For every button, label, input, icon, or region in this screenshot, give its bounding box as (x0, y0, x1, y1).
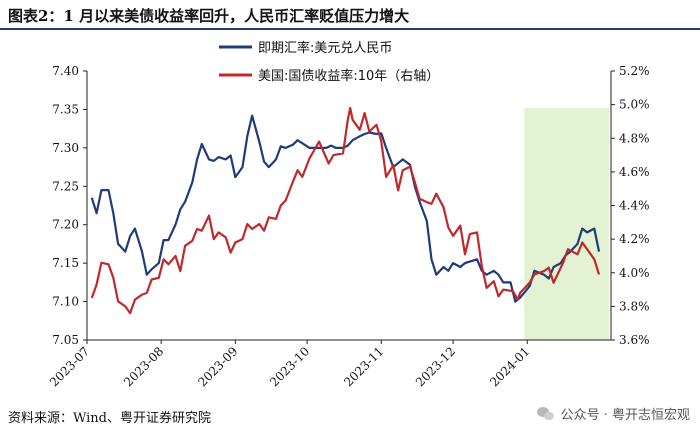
series-ust10y-line (90, 106, 601, 315)
right-tick-label: 4.0% (619, 266, 650, 280)
x-tick-label: 2023-11 (341, 344, 386, 389)
left-tick-label: 7.40 (52, 64, 79, 78)
legend-label: 美国:国债收益率:10年（右轴） (258, 68, 439, 84)
right-tick-label: 5.0% (619, 98, 650, 112)
right-tick-label: 3.6% (619, 333, 650, 347)
left-tick-label: 7.25 (52, 179, 79, 193)
x-tick-label: 2023-12 (413, 344, 458, 389)
left-tick-label: 7.10 (52, 295, 79, 309)
x-tick-label: 2023-10 (267, 344, 312, 389)
watermark: 公众号 · 粤开志恒宏观 (536, 404, 690, 423)
right-tick-label: 4.8% (619, 131, 650, 145)
right-tick-label: 3.8% (619, 299, 650, 313)
x-tick-label: 2023-08 (121, 344, 166, 389)
right-tick-label: 5.2% (619, 64, 650, 78)
chart-series (90, 106, 601, 315)
left-tick-label: 7.30 (52, 141, 79, 155)
highlight-region (524, 108, 609, 340)
left-tick-label: 7.35 (52, 102, 79, 116)
right-tick-label: 4.6% (619, 165, 650, 179)
chart-title: 图表2：1 月以来美债收益率回升，人民币汇率贬值压力增大 (8, 7, 410, 25)
x-tick-label: 2023-09 (195, 344, 240, 389)
watermark-text: 公众号 · 粤开志恒宏观 (560, 408, 690, 423)
legend-label: 即期汇率:美元兑人民币 (258, 40, 392, 56)
title-rule (0, 28, 700, 30)
left-tick-label: 7.05 (52, 333, 79, 347)
left-tick-label: 7.20 (52, 218, 79, 232)
wechat-icon (536, 406, 555, 421)
x-tick-label: 2023-07 (47, 344, 92, 389)
x-tick-label: 2024-01 (487, 344, 532, 389)
source-note: 资料来源：Wind、粤开证券研究院 (8, 411, 211, 426)
right-tick-label: 4.2% (619, 232, 650, 246)
left-tick-label: 7.15 (52, 256, 79, 270)
right-tick-label: 4.4% (619, 199, 650, 213)
